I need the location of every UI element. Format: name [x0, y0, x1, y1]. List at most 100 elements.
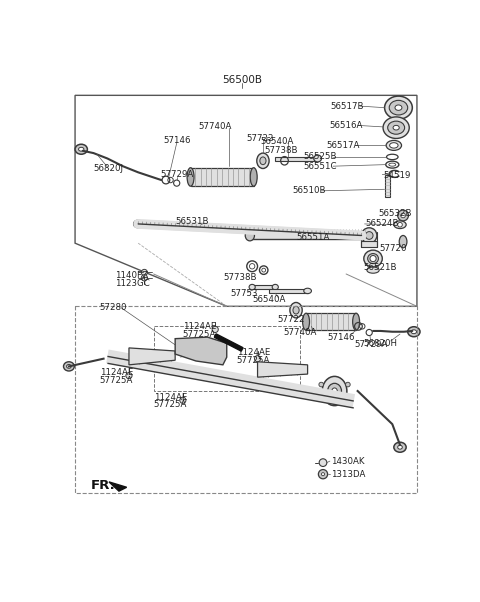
Ellipse shape [384, 96, 412, 119]
Circle shape [319, 382, 324, 387]
Bar [250, 232, 369, 240]
Text: 54519: 54519 [383, 171, 410, 180]
Ellipse shape [411, 330, 417, 334]
Text: 57146: 57146 [163, 136, 191, 145]
Ellipse shape [257, 153, 269, 169]
Circle shape [336, 231, 341, 237]
Circle shape [212, 326, 218, 332]
Ellipse shape [304, 288, 312, 294]
Circle shape [346, 395, 350, 400]
Ellipse shape [249, 284, 255, 290]
Ellipse shape [365, 232, 373, 240]
Ellipse shape [408, 327, 420, 337]
Ellipse shape [395, 105, 402, 110]
Text: 57725A: 57725A [183, 329, 216, 338]
Bar [191, 168, 254, 186]
Ellipse shape [322, 376, 347, 406]
Text: 57722: 57722 [277, 315, 304, 324]
Bar [275, 157, 318, 161]
Circle shape [319, 459, 327, 467]
Circle shape [370, 255, 376, 262]
Circle shape [398, 222, 402, 227]
Text: 56540A: 56540A [260, 137, 293, 146]
Polygon shape [175, 337, 227, 365]
Ellipse shape [367, 267, 379, 273]
Ellipse shape [245, 230, 254, 241]
Circle shape [126, 373, 132, 379]
Bar [269, 290, 308, 293]
Text: 57725A: 57725A [100, 376, 133, 385]
Text: 56551A: 56551A [296, 232, 329, 241]
Bar [306, 313, 356, 330]
Polygon shape [258, 362, 308, 377]
Text: 57280: 57280 [100, 303, 127, 312]
Text: 56517A: 56517A [327, 141, 360, 150]
FancyArrow shape [214, 334, 243, 351]
Text: 1430AK: 1430AK [331, 456, 364, 465]
Ellipse shape [390, 143, 398, 148]
Text: 57725A: 57725A [237, 356, 270, 365]
Bar [252, 285, 275, 290]
Circle shape [322, 473, 324, 476]
Text: 1124AE: 1124AE [154, 393, 187, 402]
Text: 56517B: 56517B [331, 102, 364, 111]
Text: FR.: FR. [90, 479, 115, 492]
Ellipse shape [290, 302, 302, 318]
Text: 57738B: 57738B [264, 146, 298, 155]
Text: 57725A: 57725A [154, 400, 187, 409]
Text: 56540A: 56540A [252, 295, 286, 304]
Text: 56532B: 56532B [378, 209, 412, 219]
Ellipse shape [314, 155, 322, 162]
Text: 57720: 57720 [379, 244, 407, 253]
Text: 1123GC: 1123GC [115, 279, 150, 288]
Circle shape [141, 269, 147, 276]
Text: 56820J: 56820J [94, 164, 123, 173]
Ellipse shape [67, 364, 71, 368]
Ellipse shape [393, 125, 399, 130]
Ellipse shape [332, 388, 337, 394]
Ellipse shape [272, 284, 278, 290]
Circle shape [254, 356, 261, 362]
Ellipse shape [386, 140, 402, 150]
Text: 57740A: 57740A [199, 122, 232, 131]
Ellipse shape [75, 144, 87, 154]
Ellipse shape [353, 313, 360, 330]
Ellipse shape [389, 101, 408, 115]
Ellipse shape [368, 253, 378, 264]
Text: 57729A: 57729A [161, 170, 194, 179]
Text: 57738B: 57738B [224, 273, 257, 282]
Ellipse shape [187, 168, 194, 186]
Circle shape [346, 382, 350, 387]
Text: 56524B: 56524B [365, 220, 399, 228]
Text: 1313DA: 1313DA [331, 470, 365, 479]
Ellipse shape [398, 445, 402, 449]
Text: 56521B: 56521B [364, 263, 397, 272]
Bar [361, 241, 377, 247]
Ellipse shape [302, 313, 310, 330]
Text: 1124AE: 1124AE [100, 368, 133, 377]
Circle shape [398, 210, 408, 221]
Text: 56510B: 56510B [292, 187, 326, 195]
Ellipse shape [364, 250, 382, 267]
Text: 56531B: 56531B [175, 217, 209, 226]
Polygon shape [109, 482, 127, 491]
Bar [384, 175, 390, 197]
Ellipse shape [394, 442, 406, 452]
Circle shape [180, 397, 186, 403]
Text: 1124AE: 1124AE [237, 348, 270, 357]
Text: 57729A: 57729A [354, 340, 387, 349]
Ellipse shape [328, 383, 341, 399]
Text: 57722: 57722 [246, 134, 274, 143]
Ellipse shape [361, 228, 377, 243]
Polygon shape [129, 348, 175, 365]
Text: 1124AE: 1124AE [183, 322, 216, 331]
Text: 57740A: 57740A [283, 328, 317, 337]
Text: 56525B: 56525B [304, 152, 337, 161]
Ellipse shape [388, 121, 405, 134]
Text: 57753: 57753 [231, 290, 258, 299]
Ellipse shape [63, 362, 74, 371]
Ellipse shape [383, 117, 409, 138]
Ellipse shape [250, 168, 257, 186]
Text: 1140FZ: 1140FZ [115, 271, 148, 280]
Text: 56500B: 56500B [222, 75, 262, 85]
